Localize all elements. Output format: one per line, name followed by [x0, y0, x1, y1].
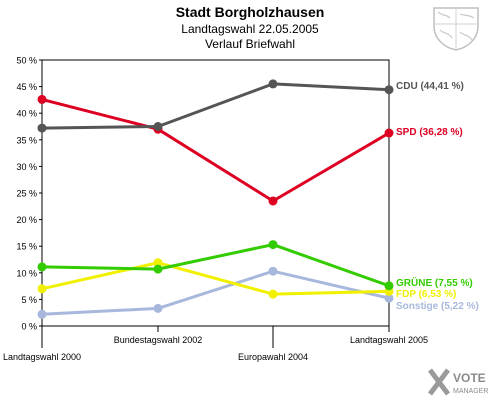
data-point — [37, 309, 47, 319]
data-point — [37, 262, 47, 272]
data-point — [153, 303, 163, 313]
data-point — [153, 258, 163, 268]
series-labels: Sonstige (5,22 %)FDP (6,53 %)GRÜNE (7,55… — [396, 81, 479, 312]
y-tick-label: 35 % — [16, 135, 37, 145]
data-point — [268, 240, 278, 250]
y-tick-label: 45 % — [16, 82, 37, 92]
series-label: CDU (44,41 %) — [396, 81, 464, 92]
chart-subtitle-2: Verlauf Briefwahl — [204, 37, 296, 51]
data-point — [153, 122, 163, 131]
x-tick-label: Bundestagswahl 2002 — [114, 335, 203, 345]
data-point — [384, 293, 394, 303]
x-tick-label: Europawahl 2004 — [238, 352, 308, 362]
data-point — [384, 128, 394, 138]
data-point — [384, 281, 394, 291]
series-layer — [37, 79, 394, 319]
series-label: GRÜNE (7,55 %) — [396, 276, 473, 289]
series-line — [41, 97, 390, 203]
series-label: FDP (6,53 %) — [396, 289, 456, 300]
series-line — [41, 269, 390, 316]
y-tick-label: 20 % — [16, 215, 37, 225]
y-tick-label: 0 % — [21, 322, 37, 332]
chart-subtitle: Landtagswahl 22.05.2005 — [181, 22, 319, 36]
y-tick-label: 25 % — [16, 189, 37, 199]
y-tick-label: 15 % — [16, 242, 37, 252]
series-line — [41, 82, 390, 130]
data-point — [37, 284, 47, 294]
series-label: SPD (36,28 %) — [396, 127, 463, 138]
data-point — [268, 266, 278, 276]
series-line — [41, 261, 390, 296]
x-tick-label: Landtagswahl 2000 — [3, 352, 81, 362]
y-tick-label: 30 % — [16, 162, 37, 172]
cross-mark-icon — [428, 368, 450, 396]
y-axis: 0 % 5 % 10 % 15 % 20 % 25 % 30 % 35 % 40 % 45 % 50… — [16, 56, 390, 332]
logo-text-manager: MANAGER — [453, 388, 488, 395]
y-tick-label: 5 % — [21, 295, 37, 305]
data-point — [384, 85, 394, 95]
data-point — [268, 196, 278, 206]
y-tick-label: 40 % — [16, 109, 37, 119]
data-point — [153, 264, 163, 274]
logo-text-vote: VOTE — [453, 371, 486, 385]
series-label: Sonstige (5,22 %) — [396, 301, 479, 312]
coat-of-arms-icon — [433, 7, 479, 51]
x-axis: Landtagswahl 2000 Bundestagswahl 2002 Euro… — [3, 326, 428, 362]
data-point — [37, 123, 47, 133]
y-tick-label: 10 % — [16, 268, 37, 278]
y-tick-label: 50 % — [16, 56, 37, 66]
chart-title: Stadt Borgholzhausen — [175, 4, 325, 20]
data-point — [37, 94, 47, 104]
data-point — [268, 289, 278, 299]
vote-manager-logo: VOTE MANAGER — [428, 368, 488, 396]
x-tick-label: Landtagswahl 2005 — [350, 335, 428, 345]
series-line — [41, 243, 390, 288]
data-point — [268, 79, 278, 89]
